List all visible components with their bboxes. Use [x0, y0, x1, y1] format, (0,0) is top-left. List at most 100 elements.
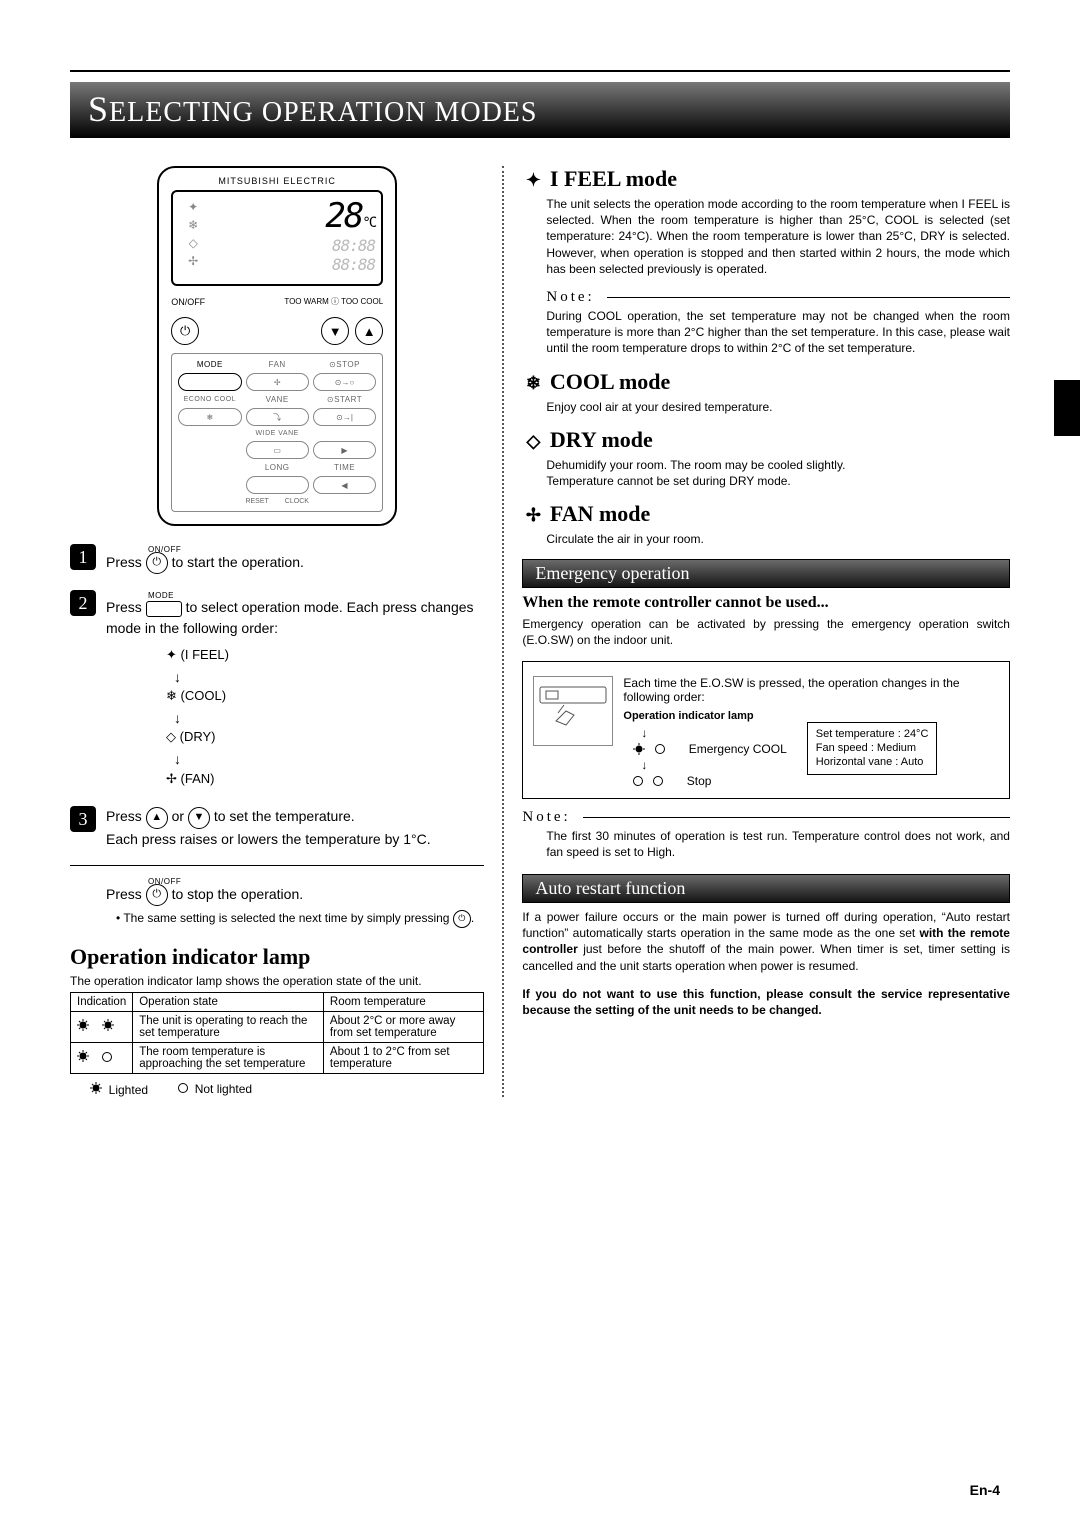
- temp-down-icon: ▼: [188, 807, 210, 829]
- remote-widevane-label: WIDE VANE: [246, 430, 309, 437]
- step3-text-d: Each press raises or lowers the temperat…: [106, 831, 431, 847]
- dry-body: Dehumidify your room. The room may be co…: [546, 457, 1010, 489]
- temp-up-icon: ▲: [146, 807, 168, 829]
- remote-fan-label: FAN: [246, 360, 309, 369]
- auto-p1: If a power failure occurs or the main po…: [522, 909, 1010, 974]
- remote-econo-btn: ❄: [178, 408, 241, 426]
- lit-dot-icon: [633, 743, 645, 755]
- oil-heading: Operation indicator lamp: [70, 944, 484, 970]
- remote-up-btn: ▲: [355, 317, 383, 345]
- emergency-box: Each time the E.O.SW is pressed, the ope…: [522, 661, 1010, 799]
- cool-icon: ❄: [522, 373, 544, 394]
- oil-col-1: Operation state: [133, 992, 324, 1011]
- oil-r1-state: The room temperature is approaching the …: [133, 1042, 324, 1073]
- remote-toocool: TOO COOL: [341, 297, 383, 306]
- remote-stop-btn: ⊙→○: [313, 373, 376, 391]
- dry-title: DRY mode: [550, 427, 653, 452]
- step-1-number: 1: [70, 544, 96, 570]
- lcd-fan-icon: ✢: [188, 254, 198, 268]
- step4-text-b: to stop the operation.: [172, 886, 304, 902]
- oil-r0-temp: About 2°C or more away from set temperat…: [323, 1011, 483, 1042]
- oil-r1-temp: About 1 to 2°C from set temperature: [323, 1042, 483, 1073]
- lcd-clock-b: 88:88: [207, 255, 375, 274]
- onoff-button-icon: ⏻: [146, 552, 168, 574]
- lcd-temp: 28: [325, 196, 362, 236]
- remote-clock-label: CLOCK: [285, 498, 309, 505]
- banner-text: ELECTING OPERATION MODES: [109, 97, 537, 128]
- ifeel-heading: ✦ I FEEL mode: [522, 166, 1010, 192]
- lcd-dry-icon: ◇: [189, 236, 198, 250]
- ifeel-note-label: Note:: [546, 289, 594, 306]
- lit-dot-icon: [102, 1019, 114, 1031]
- step-2: 2 MODE Press to select operation mode. E…: [70, 590, 484, 790]
- step4-bullet: The same setting is selected the next ti…: [123, 911, 452, 925]
- remote-fan-btn: ✢: [246, 373, 309, 391]
- step-stop: ON/OFF Press ⏻ to stop the operation. • …: [70, 865, 484, 928]
- section-banner: SELECTING OPERATION MODES: [70, 82, 1010, 138]
- onoff-stop-icon: ⏻: [146, 884, 168, 906]
- remote-fwd-btn: ▶: [313, 441, 376, 459]
- remote-lcd: ✦ ❄ ◇ ✢ 28°C 88:88 88:88: [171, 190, 383, 286]
- step3-text-a: Press: [106, 808, 146, 824]
- flow-icon-fan: ✢: [166, 771, 177, 786]
- cool-title: COOL mode: [550, 369, 670, 394]
- step-2-number: 2: [70, 590, 96, 616]
- remote-vane-label: VANE: [246, 395, 309, 404]
- unlit-dot-icon: [102, 1052, 112, 1062]
- oil-table: Indication Operation state Room temperat…: [70, 992, 484, 1074]
- remote-back-btn: ◀: [313, 476, 376, 494]
- emergency-settings-box: Set temperature : 24°C Fan speed : Mediu…: [807, 722, 938, 775]
- oil-r0-ind: [71, 1011, 133, 1042]
- remote-widevane-btn: ▭: [246, 441, 309, 459]
- emergency-oil-label: Operation indicator lamp: [623, 710, 999, 722]
- step-3: 3 Press ▲ or ▼ to set the temperature. E…: [70, 806, 484, 849]
- oil-r0-state: The unit is operating to reach the set t…: [133, 1011, 324, 1042]
- flow-icon-ifeel: ✦: [166, 647, 177, 662]
- step-1: 1 ON/OFF Press ⏻ to start the operation.: [70, 544, 484, 574]
- fan-body: Circulate the air in your room.: [546, 531, 1010, 547]
- mode-flow: ✦ (I FEEL) ↓ ❄ (COOL) ↓ ◇ (DRY) ↓ ✢ (FAN…: [166, 646, 484, 788]
- flow-label-ifeel: (I FEEL): [181, 647, 229, 662]
- lcd-ifeel-icon: ✦: [188, 200, 198, 214]
- lit-dot-icon: [77, 1019, 89, 1031]
- page-number: En-4: [970, 1482, 1000, 1498]
- emergency-note-line: Note:: [522, 809, 1010, 826]
- emergency-set-fan: Fan speed : Medium: [816, 741, 929, 755]
- remote-stop-label: ⊙STOP: [313, 360, 376, 369]
- legend-lit: Lighted: [109, 1083, 148, 1097]
- remote-vane-btn: ⤵: [246, 408, 309, 426]
- unlit-dot-icon: [633, 776, 643, 786]
- remote-mode-label: MODE: [178, 360, 241, 369]
- mode-button-icon: [146, 601, 182, 617]
- remote-brand: MITSUBISHI ELECTRIC: [171, 176, 383, 186]
- oil-r1-ind: [71, 1042, 133, 1073]
- flow-icon-cool: ❄: [166, 688, 177, 703]
- dry-icon: ◇: [522, 431, 544, 452]
- lit-dot-icon: [77, 1050, 89, 1062]
- ifeel-note-body: During COOL operation, the set temperatu…: [546, 308, 1010, 357]
- step1-text-a: Press: [106, 554, 146, 570]
- ifeel-note-line: Note:: [546, 289, 1010, 306]
- unlit-dot-icon: [653, 776, 663, 786]
- remote-toowarm: TOO WARM: [284, 297, 328, 306]
- remote-down-btn: ▼: [321, 317, 349, 345]
- remote-start-btn: ⊙→|: [313, 408, 376, 426]
- flow-icon-dry: ◇: [166, 729, 176, 744]
- side-tab: [1054, 380, 1080, 436]
- emergency-note-body: The first 30 minutes of operation is tes…: [546, 828, 1010, 860]
- left-column: MITSUBISHI ELECTRIC ✦ ❄ ◇ ✢ 28°C 88:88 8…: [70, 166, 502, 1097]
- flow-label-fan: (FAN): [181, 771, 215, 786]
- emergency-each: Each time the E.O.SW is pressed, the ope…: [623, 676, 999, 704]
- remote-onoff-label: ON/OFF: [171, 297, 205, 307]
- remote-power-btn: ⏻: [171, 317, 199, 345]
- auto-p2: If you do not want to use this function,…: [522, 986, 1010, 1018]
- step3-text-b: or: [172, 808, 188, 824]
- flow-label-cool: (COOL): [181, 688, 227, 703]
- step4-text-a: Press: [106, 886, 146, 902]
- lcd-cool-icon: ❄: [188, 218, 198, 232]
- remote-time-label: TIME: [313, 463, 376, 472]
- remote-econo-label: ECONO COOL: [178, 396, 241, 403]
- step-3-number: 3: [70, 806, 96, 832]
- remote-start-label: ⊙START: [313, 395, 376, 404]
- lcd-temp-unit: °C: [362, 215, 375, 231]
